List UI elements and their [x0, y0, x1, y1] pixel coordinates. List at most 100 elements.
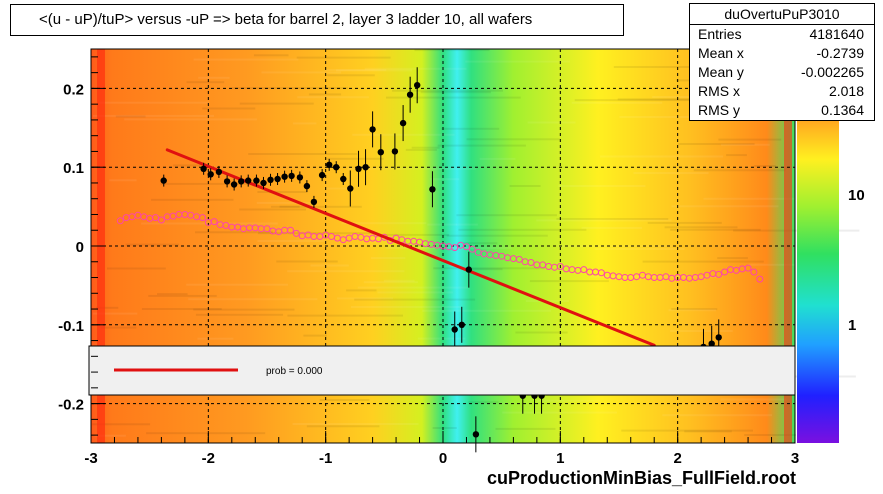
heatmap-streak	[386, 96, 521, 99]
heatmap-streak	[383, 233, 450, 236]
open-marker	[756, 275, 764, 283]
heatmap-streak	[718, 138, 782, 141]
heatmap-streak	[670, 228, 761, 231]
heatmap-streak	[414, 49, 490, 52]
open-marker	[721, 268, 729, 276]
heatmap-streak	[96, 306, 119, 309]
stats-row: RMS x 2.018	[690, 82, 874, 101]
y-tick-label: 0	[76, 239, 84, 256]
heatmap-streak	[337, 297, 393, 300]
heatmap-streak	[146, 432, 266, 435]
heatmap-streak	[325, 157, 384, 160]
heatmap-texture	[92, 49, 860, 443]
heatmap-streak	[466, 138, 560, 141]
heatmap-streak	[468, 401, 499, 404]
heatmap-streak	[276, 260, 338, 263]
stats-label: Mean y	[698, 64, 744, 80]
heatmap-streak	[354, 298, 476, 301]
heatmap-streak	[270, 205, 362, 208]
stats-value: -0.2739	[816, 45, 864, 61]
heatmap-streak	[495, 427, 556, 430]
profile-point	[215, 168, 223, 176]
heatmap-streak	[248, 153, 358, 155]
open-marker	[157, 216, 165, 224]
profile-point	[362, 164, 369, 171]
heatmap-streak	[671, 205, 779, 208]
open-marker	[292, 229, 300, 237]
open-marker	[287, 226, 294, 234]
heatmap-streak	[647, 221, 722, 224]
heatmap-streak	[465, 60, 570, 63]
heatmap-streak	[571, 101, 663, 104]
profile-point	[223, 178, 231, 185]
profile-point	[230, 181, 238, 188]
stats-box: duOvertuPuP3010 Entries 4181640 Mean x -0.2…	[689, 3, 875, 121]
heatmap-streak	[186, 283, 288, 286]
heatmap-streak	[287, 270, 405, 273]
heatmap-streak	[744, 434, 796, 436]
profile-point	[274, 175, 281, 183]
stats-label: RMS x	[698, 83, 740, 99]
open-marker	[580, 266, 588, 274]
heatmap-streak	[148, 294, 217, 297]
heatmap-streak	[574, 99, 697, 102]
profile-point	[472, 431, 480, 438]
heatmap-streak	[253, 54, 289, 57]
profile-point	[288, 172, 295, 180]
heatmap-streak	[422, 309, 551, 312]
heatmap-streak	[441, 127, 500, 130]
heatmap-streak	[366, 237, 388, 240]
open-marker	[116, 217, 124, 225]
heatmap-streak	[703, 197, 814, 200]
x-tick-label: -2	[202, 450, 215, 467]
heatmap-streak	[92, 312, 138, 315]
heatmap-streak	[195, 313, 284, 316]
profile-point	[355, 165, 362, 172]
heatmap-streak	[336, 69, 412, 72]
heatmap-streak	[429, 178, 460, 181]
stats-label: Entries	[698, 26, 742, 42]
profile-point	[715, 334, 722, 341]
open-marker	[451, 244, 459, 252]
heatmap-streak	[664, 226, 738, 229]
heatmap-streak	[467, 268, 503, 271]
profile-point	[160, 177, 167, 184]
open-marker	[556, 263, 564, 270]
profile-point	[267, 176, 274, 183]
heatmap-streak	[350, 306, 461, 308]
heatmap-streak	[124, 118, 257, 121]
heatmap-streak	[684, 430, 732, 433]
heatmap-streak	[99, 101, 210, 104]
stats-row: RMS y 0.1364	[690, 101, 874, 120]
heatmap-streak	[279, 205, 300, 208]
profile-point	[333, 164, 340, 171]
heatmap-streak	[720, 398, 787, 401]
profile-point	[253, 177, 260, 184]
heatmap-streak	[306, 425, 380, 428]
heatmap-streak	[590, 275, 719, 278]
heatmap-streak	[581, 226, 643, 229]
heatmap-streak	[417, 337, 466, 340]
heatmap-streak	[310, 264, 349, 267]
y-tick-label: 0.1	[63, 160, 84, 177]
heatmap-streak	[726, 154, 747, 157]
heatmap-streak	[668, 309, 716, 312]
heatmap-streak	[437, 144, 526, 147]
heatmap-streak	[619, 116, 709, 118]
profile-point	[326, 161, 333, 168]
heatmap-streak	[303, 334, 327, 337]
heatmap-streak	[193, 308, 295, 311]
heatmap-streak	[256, 201, 315, 204]
heatmap-streak	[479, 157, 516, 160]
profile-point	[429, 186, 436, 193]
heatmap-streak	[411, 146, 440, 149]
heatmap-streak	[529, 280, 609, 283]
profile-point	[303, 182, 311, 190]
heatmap-streak	[296, 56, 391, 59]
x-tick-label: -3	[84, 450, 97, 467]
heatmap-streak	[193, 58, 299, 61]
stats-value: -0.002265	[800, 64, 864, 80]
profile-point	[406, 91, 414, 98]
heatmap-streak	[633, 172, 709, 175]
heatmap-streak	[733, 229, 860, 232]
